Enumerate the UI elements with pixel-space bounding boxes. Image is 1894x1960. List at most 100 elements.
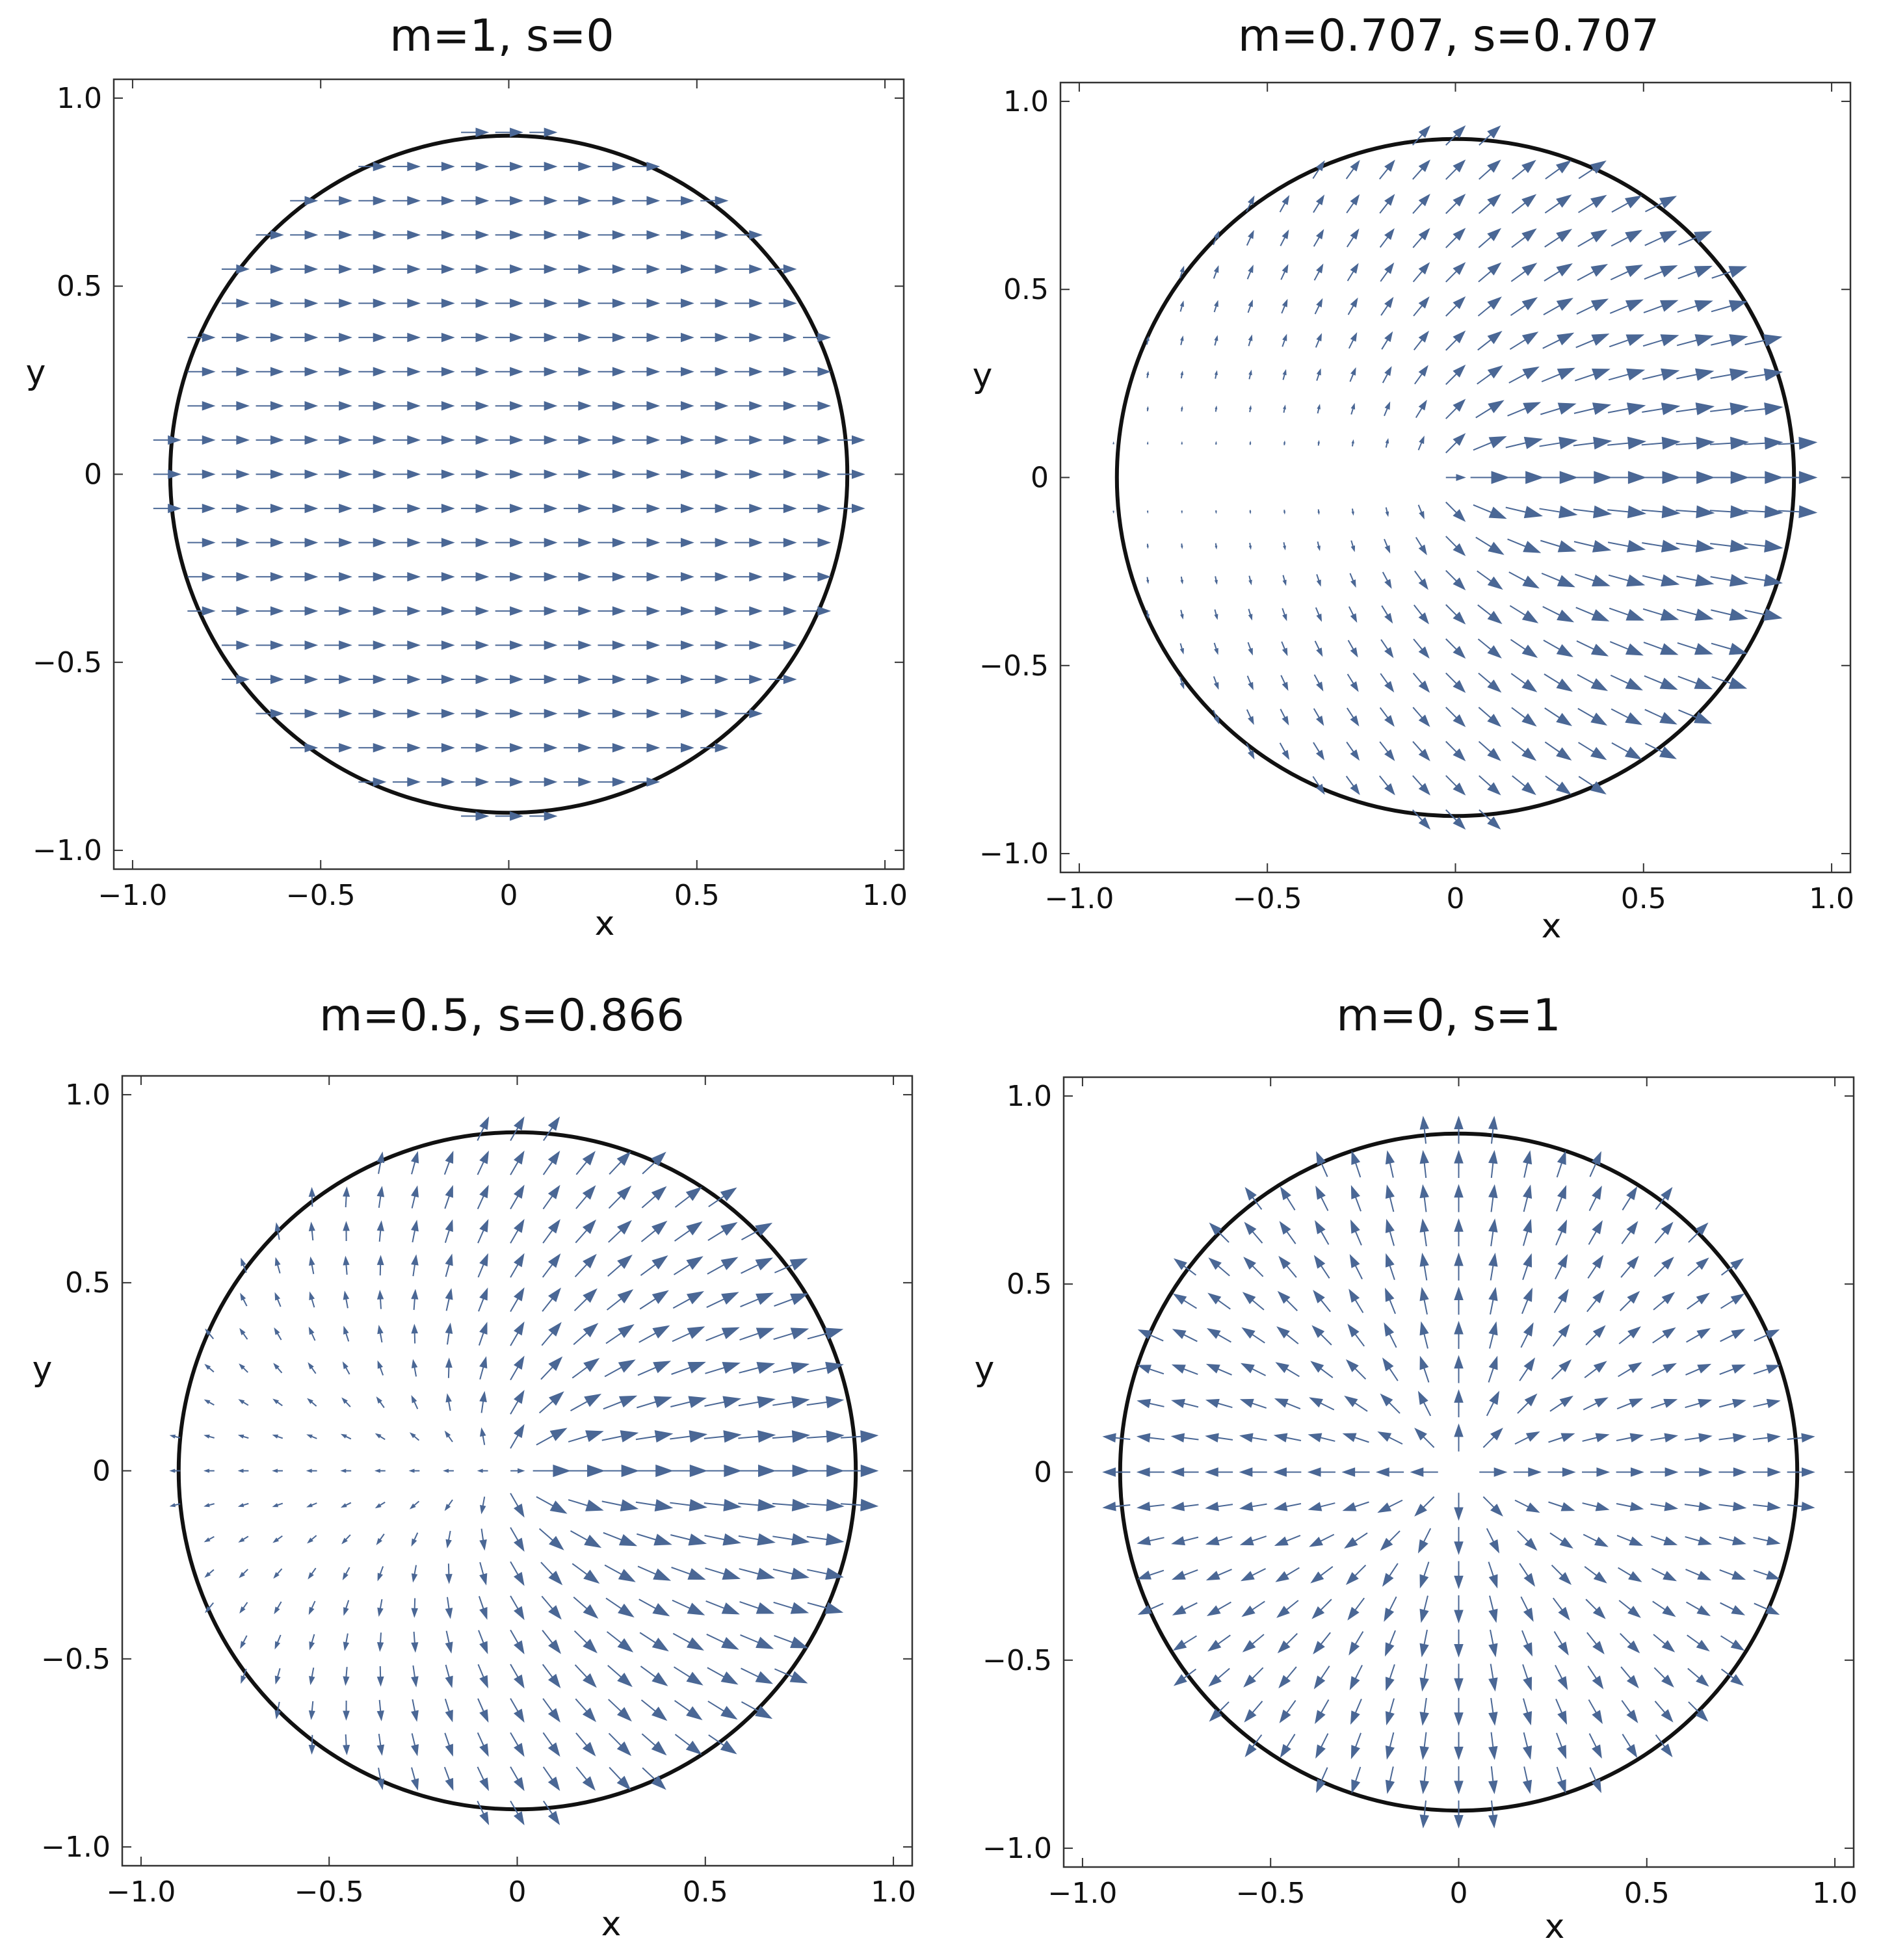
vector-arrow bbox=[803, 435, 832, 445]
vector-arrow bbox=[1744, 573, 1783, 587]
vector-arrow bbox=[1620, 1633, 1640, 1654]
vector-arrow bbox=[1754, 1329, 1780, 1342]
vector-arrow bbox=[635, 1464, 674, 1478]
vector-arrow bbox=[603, 1395, 638, 1410]
vector-arrow bbox=[239, 1363, 248, 1373]
vector-arrow bbox=[1454, 1149, 1464, 1178]
vector-arrow bbox=[529, 811, 558, 821]
vector-arrow bbox=[1685, 1398, 1713, 1408]
vector-arrow bbox=[1588, 1185, 1602, 1211]
vector-arrow bbox=[1282, 333, 1287, 347]
vector-arrow bbox=[274, 1257, 281, 1274]
vector-arrow bbox=[598, 469, 626, 479]
vector-arrow bbox=[1385, 1218, 1395, 1246]
x-tick-label: −0.5 bbox=[1236, 1877, 1306, 1910]
vector-arrow bbox=[769, 503, 797, 514]
vector-arrow bbox=[477, 1698, 489, 1723]
vector-arrow bbox=[1412, 775, 1431, 796]
vector-arrow bbox=[1577, 229, 1608, 248]
vector-arrow bbox=[443, 1766, 454, 1791]
vector-arrow bbox=[563, 264, 592, 274]
vector-arrow bbox=[1215, 510, 1217, 514]
chart-panel-3: m=0.5, s=0.866 1.0 0.5 0 −0.5 −1.0 −1.0 … bbox=[0, 978, 947, 1960]
vector-arrow bbox=[274, 1701, 281, 1719]
vector-arrow bbox=[563, 503, 592, 514]
vector-arrow bbox=[1347, 297, 1358, 315]
vector-arrow bbox=[410, 1767, 419, 1791]
vector-arrow bbox=[1240, 1568, 1267, 1582]
vector-arrow bbox=[1454, 1629, 1464, 1658]
vector-arrow bbox=[309, 1291, 315, 1308]
vector-arrow bbox=[1380, 1530, 1401, 1551]
vector-arrow bbox=[1488, 1355, 1498, 1383]
vector-arrow bbox=[461, 674, 490, 685]
vector-field bbox=[1112, 125, 1818, 830]
vector-arrow bbox=[673, 1256, 704, 1275]
vector-arrow bbox=[1753, 1365, 1781, 1375]
vector-arrow bbox=[598, 606, 626, 616]
vector-arrow bbox=[1711, 334, 1748, 347]
vector-arrow bbox=[1478, 228, 1502, 248]
vector-arrow bbox=[1279, 194, 1290, 213]
vector-arrow bbox=[411, 1699, 419, 1722]
vector-arrow bbox=[1555, 1699, 1568, 1725]
vector-arrow bbox=[598, 538, 626, 547]
vector-arrow bbox=[1279, 742, 1290, 761]
vector-arrow bbox=[700, 572, 729, 582]
vector-arrow bbox=[1380, 639, 1394, 659]
vector-arrow bbox=[1382, 571, 1392, 589]
vector-arrow bbox=[840, 1498, 879, 1511]
vector-arrow bbox=[510, 1664, 525, 1689]
vector-arrow bbox=[575, 1698, 597, 1723]
vector-arrow bbox=[1445, 228, 1466, 248]
vector-arrow bbox=[1445, 193, 1466, 215]
y-tick-label: 0 bbox=[1034, 1456, 1052, 1489]
vector-arrow bbox=[343, 1633, 350, 1651]
vector-arrow bbox=[1654, 1222, 1674, 1244]
vector-arrow bbox=[290, 196, 319, 206]
vector-arrow bbox=[705, 1362, 741, 1374]
vector-arrow bbox=[290, 469, 319, 479]
vector-arrow bbox=[477, 1184, 489, 1210]
vector-arrow bbox=[1676, 436, 1715, 450]
vector-arrow bbox=[1275, 1567, 1300, 1582]
vector-arrow bbox=[461, 435, 490, 445]
vector-arrow bbox=[1213, 709, 1220, 725]
vector-arrow bbox=[734, 298, 763, 308]
vector-arrow bbox=[1248, 369, 1252, 380]
vector-arrow bbox=[1173, 1668, 1197, 1686]
vector-arrow bbox=[376, 1632, 384, 1653]
vector-arrow bbox=[598, 674, 626, 685]
vector-arrow bbox=[307, 1535, 317, 1544]
vector-arrow bbox=[495, 538, 523, 547]
vector-arrow bbox=[443, 1151, 454, 1175]
vector-arrow bbox=[1454, 1526, 1464, 1556]
vector-arrow bbox=[237, 1469, 249, 1473]
vector-arrow bbox=[598, 332, 626, 343]
vector-arrow bbox=[256, 469, 284, 479]
vector-arrow bbox=[1413, 330, 1429, 351]
vector-arrow bbox=[1307, 1467, 1335, 1477]
vector-arrow bbox=[672, 1632, 704, 1651]
vector-arrow bbox=[445, 1563, 453, 1584]
vector-arrow bbox=[1545, 160, 1572, 179]
vector-arrow bbox=[542, 1766, 560, 1792]
vector-arrow bbox=[1410, 1467, 1438, 1477]
vector-arrow bbox=[674, 1221, 703, 1242]
vector-arrow bbox=[408, 1469, 420, 1473]
vector-arrow bbox=[427, 264, 455, 274]
vector-arrow bbox=[1710, 574, 1749, 587]
vector-arrow bbox=[1655, 1186, 1673, 1210]
vector-arrow bbox=[427, 503, 455, 514]
vector-arrow bbox=[1274, 1535, 1301, 1546]
vector-arrow bbox=[1676, 540, 1715, 553]
vector-arrow bbox=[1445, 809, 1466, 830]
x-tick-label: −0.5 bbox=[286, 879, 356, 912]
vector-arrow bbox=[1473, 436, 1507, 451]
vector-arrow bbox=[1677, 265, 1713, 280]
vector-arrow bbox=[1413, 296, 1430, 317]
vector-arrow bbox=[1478, 707, 1502, 727]
vector-arrow bbox=[575, 1219, 597, 1244]
vector-arrow bbox=[204, 1469, 215, 1473]
vector-arrow bbox=[1310, 1361, 1334, 1379]
